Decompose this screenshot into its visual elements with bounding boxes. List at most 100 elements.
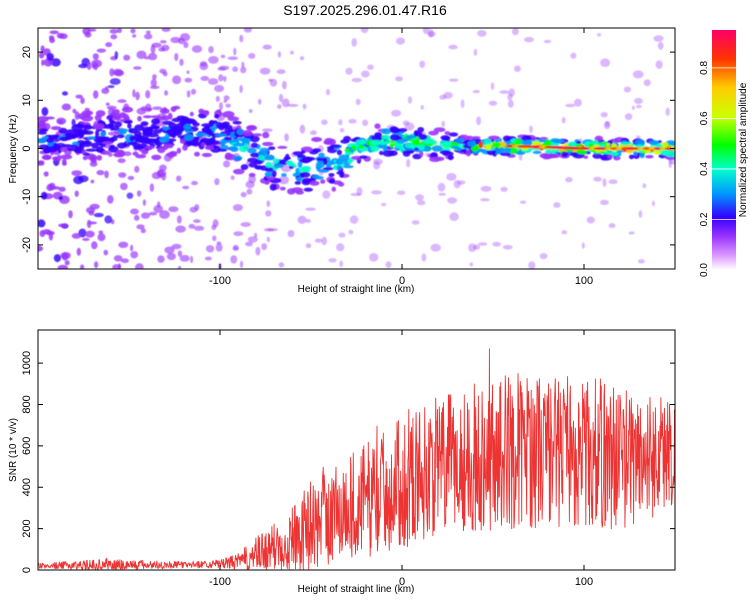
signal-blob — [318, 152, 325, 158]
noise-blob — [406, 158, 411, 168]
noise-blob — [88, 210, 95, 216]
signal-blob — [419, 144, 425, 151]
noise-blob — [262, 44, 272, 50]
signal-blob — [465, 149, 472, 157]
noise-blob — [43, 171, 49, 177]
noise-blob — [38, 219, 46, 228]
signal-blob — [599, 143, 606, 148]
noise-blob — [57, 264, 68, 269]
noise-blob — [299, 124, 306, 134]
signal-blob — [419, 150, 424, 157]
noise-blob — [349, 215, 359, 224]
colorbar-tick-label: 0.6 — [699, 111, 710, 125]
noise-blob — [148, 211, 158, 216]
noise-blob — [480, 198, 490, 202]
noise-blob — [608, 223, 616, 229]
noise-blob — [573, 98, 582, 107]
noise-blob — [104, 170, 109, 179]
noise-blob — [118, 172, 127, 178]
noise-blob — [255, 246, 261, 256]
signal-blob — [142, 128, 153, 135]
noise-blob — [218, 74, 224, 82]
signal-blob — [414, 147, 419, 151]
signal-blob — [434, 156, 445, 161]
noise-blob — [212, 235, 217, 242]
signal-blob — [302, 156, 311, 164]
noise-blob — [219, 65, 230, 71]
noise-blob — [152, 106, 163, 110]
signal-blob — [87, 136, 96, 140]
signal-blob — [152, 129, 162, 134]
signal-blob — [329, 144, 341, 148]
signal-blob — [201, 123, 213, 127]
chart-title: S197.2025.296.01.47.R16 — [283, 2, 447, 18]
signal-blob — [374, 123, 381, 129]
noise-blob — [117, 158, 126, 164]
noise-blob — [86, 219, 92, 229]
noise-blob — [266, 236, 270, 243]
noise-blob — [276, 69, 286, 75]
noise-blob — [476, 116, 482, 126]
signal-blob — [490, 142, 502, 147]
noise-blob — [500, 186, 508, 192]
signal-blob — [233, 155, 243, 161]
noise-blob — [109, 68, 115, 77]
noise-blob — [643, 79, 651, 87]
noise-blob — [240, 222, 251, 227]
noise-blob — [191, 180, 198, 186]
signal-blob — [322, 167, 334, 171]
noise-blob — [146, 30, 151, 35]
colorbar-tick-label: 0.0 — [699, 263, 710, 277]
snr-x-ticks: -100 0 100 — [209, 330, 593, 588]
noise-blob — [58, 119, 63, 125]
signal-blob — [248, 162, 258, 168]
noise-blob — [161, 28, 171, 32]
noise-blob — [232, 66, 239, 72]
noise-blob — [109, 28, 119, 34]
noise-blob — [338, 119, 343, 126]
signal-blob — [116, 128, 129, 133]
noise-blob — [227, 56, 239, 60]
signal-blob — [233, 168, 245, 175]
signal-blob — [46, 146, 58, 153]
signal-blob — [493, 148, 504, 155]
colorbar-ticks: 0.0 0.2 0.4 0.6 0.8 — [699, 61, 736, 277]
noise-blob — [428, 29, 434, 38]
noise-blob — [142, 199, 146, 206]
colorbar-tick-label: 0.8 — [699, 61, 710, 75]
noise-blob — [248, 53, 256, 59]
noise-blob — [93, 90, 99, 99]
signal-blob — [296, 176, 303, 183]
noise-blob — [230, 255, 238, 264]
noise-blob — [668, 159, 672, 169]
snr-x-tick-label: -100 — [209, 576, 231, 588]
signal-blob — [133, 146, 144, 150]
spec-x-tick-label: 100 — [575, 275, 593, 287]
noise-blob — [133, 66, 142, 70]
signal-blob — [645, 154, 654, 159]
signal-blob — [488, 135, 500, 140]
signal-blob — [74, 123, 85, 128]
signal-blob — [254, 165, 264, 170]
noise-blob — [351, 77, 362, 83]
spec-y-tick-label: 10 — [21, 94, 33, 106]
noise-blob — [120, 182, 128, 191]
noise-blob — [171, 243, 182, 250]
signal-blob — [214, 113, 220, 119]
signal-blob — [382, 150, 395, 157]
spec-y-tick-label: 0 — [21, 145, 33, 151]
noise-blob — [253, 232, 258, 238]
signal-blob — [551, 149, 556, 154]
noise-blob — [132, 34, 137, 38]
signal-blob — [48, 134, 60, 139]
signal-blob — [251, 142, 258, 148]
noise-blob — [422, 28, 430, 35]
signal-blob — [277, 145, 288, 149]
signal-blob — [316, 157, 327, 162]
signal-blob — [224, 127, 234, 133]
noise-blob — [299, 56, 305, 61]
noise-blob — [233, 47, 237, 56]
signal-blob — [194, 151, 200, 157]
noise-blob — [593, 176, 602, 182]
noise-blob — [322, 190, 331, 199]
